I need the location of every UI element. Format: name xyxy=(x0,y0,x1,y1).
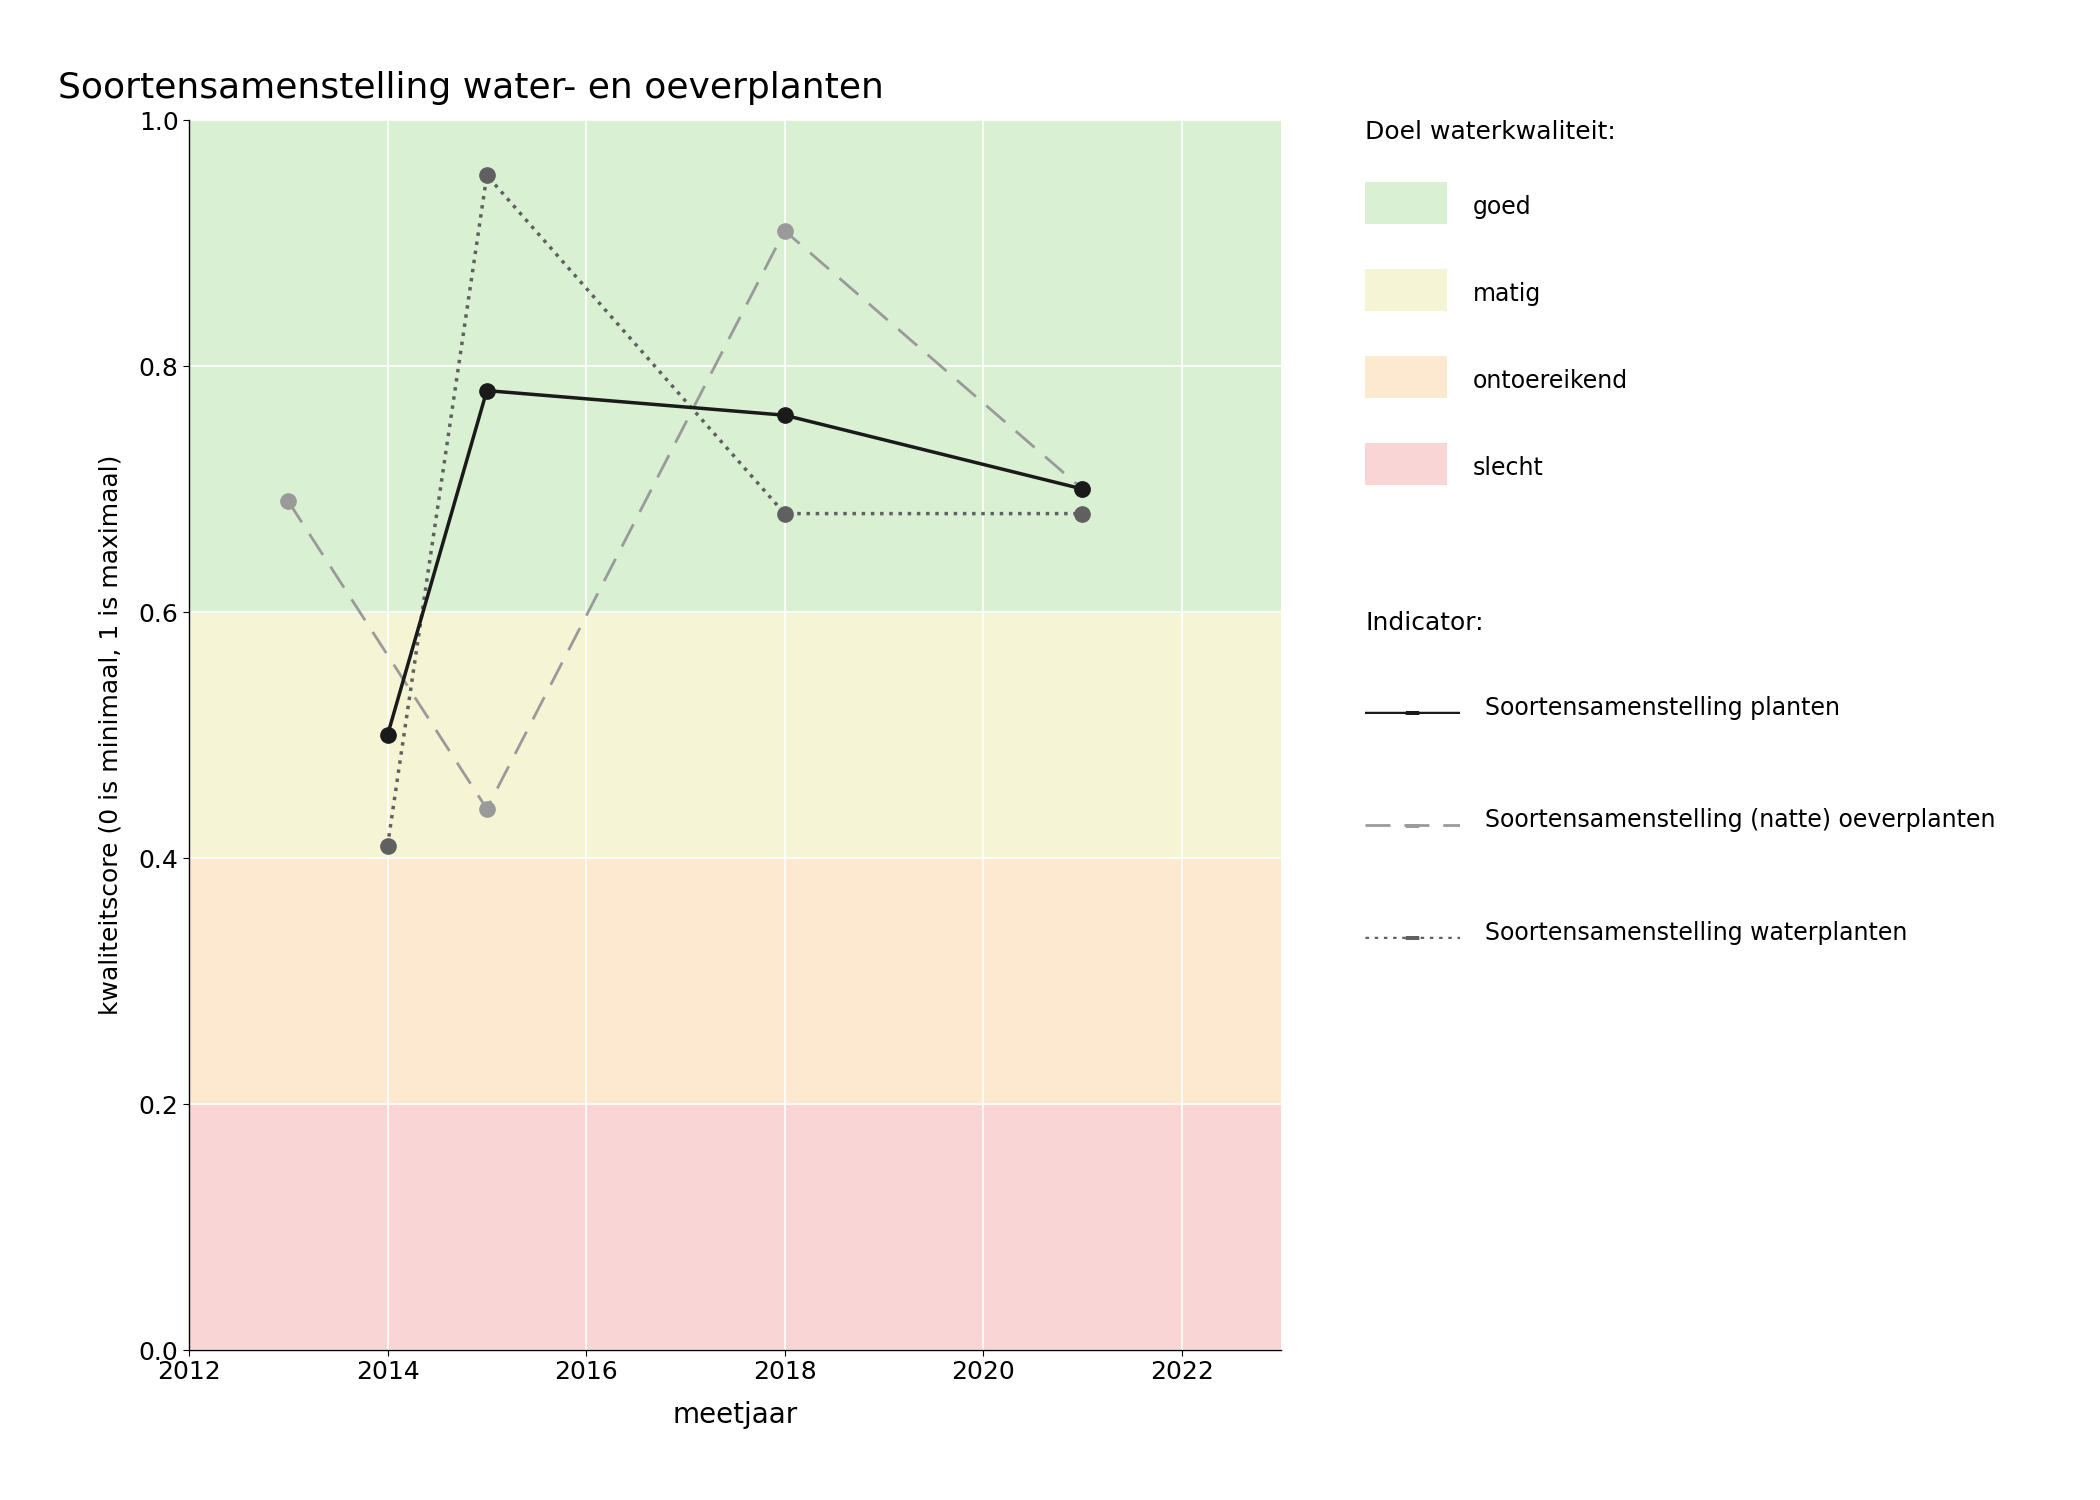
Text: Soortensamenstelling water- en oeverplanten: Soortensamenstelling water- en oeverplan… xyxy=(59,70,884,105)
Text: slecht: slecht xyxy=(1472,456,1544,480)
Bar xyxy=(189,1104,1281,1350)
Text: Soortensamenstelling (natte) oeverplanten: Soortensamenstelling (natte) oeverplante… xyxy=(1485,808,1995,832)
Bar xyxy=(189,858,1281,1104)
X-axis label: meetjaar: meetjaar xyxy=(672,1401,798,1429)
Bar xyxy=(189,612,1281,858)
Text: Soortensamenstelling planten: Soortensamenstelling planten xyxy=(1485,696,1840,720)
Text: matig: matig xyxy=(1472,282,1541,306)
Text: Soortensamenstelling waterplanten: Soortensamenstelling waterplanten xyxy=(1485,921,1907,945)
Text: Indicator:: Indicator: xyxy=(1365,610,1483,634)
Y-axis label: kwaliteitscore (0 is minimaal, 1 is maximaal): kwaliteitscore (0 is minimaal, 1 is maxi… xyxy=(99,454,122,1016)
Text: ontoereikend: ontoereikend xyxy=(1472,369,1628,393)
Text: goed: goed xyxy=(1472,195,1531,219)
Text: Doel waterkwaliteit:: Doel waterkwaliteit: xyxy=(1365,120,1615,144)
Bar xyxy=(189,120,1281,612)
